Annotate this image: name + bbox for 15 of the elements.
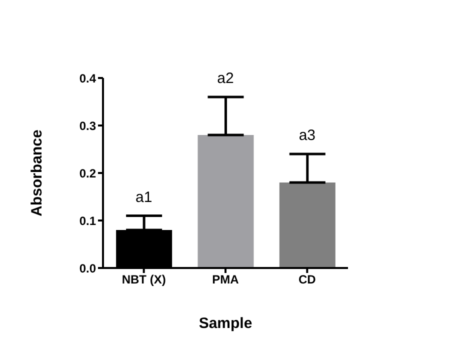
x-tick-label: NBT (X) (122, 272, 166, 287)
annotation: a1 (135, 188, 152, 206)
y-tick-label: 0.0 (79, 261, 96, 276)
x-tick-label: PMA (212, 272, 240, 287)
y-axis-title: Absorbance (28, 130, 46, 216)
x-tick-label: CD (298, 272, 316, 287)
y-tick-label: 0.1 (79, 214, 96, 228)
y-tick-label: 0.3 (79, 118, 96, 133)
bar (198, 135, 254, 268)
annotation: a2 (217, 70, 234, 87)
y-tick-label: 0.4 (79, 71, 96, 86)
y-tick-label: 0.2 (79, 166, 96, 180)
bar (279, 182, 336, 268)
annotation: a3 (298, 127, 316, 144)
x-axis-title: Sample (198, 315, 252, 332)
